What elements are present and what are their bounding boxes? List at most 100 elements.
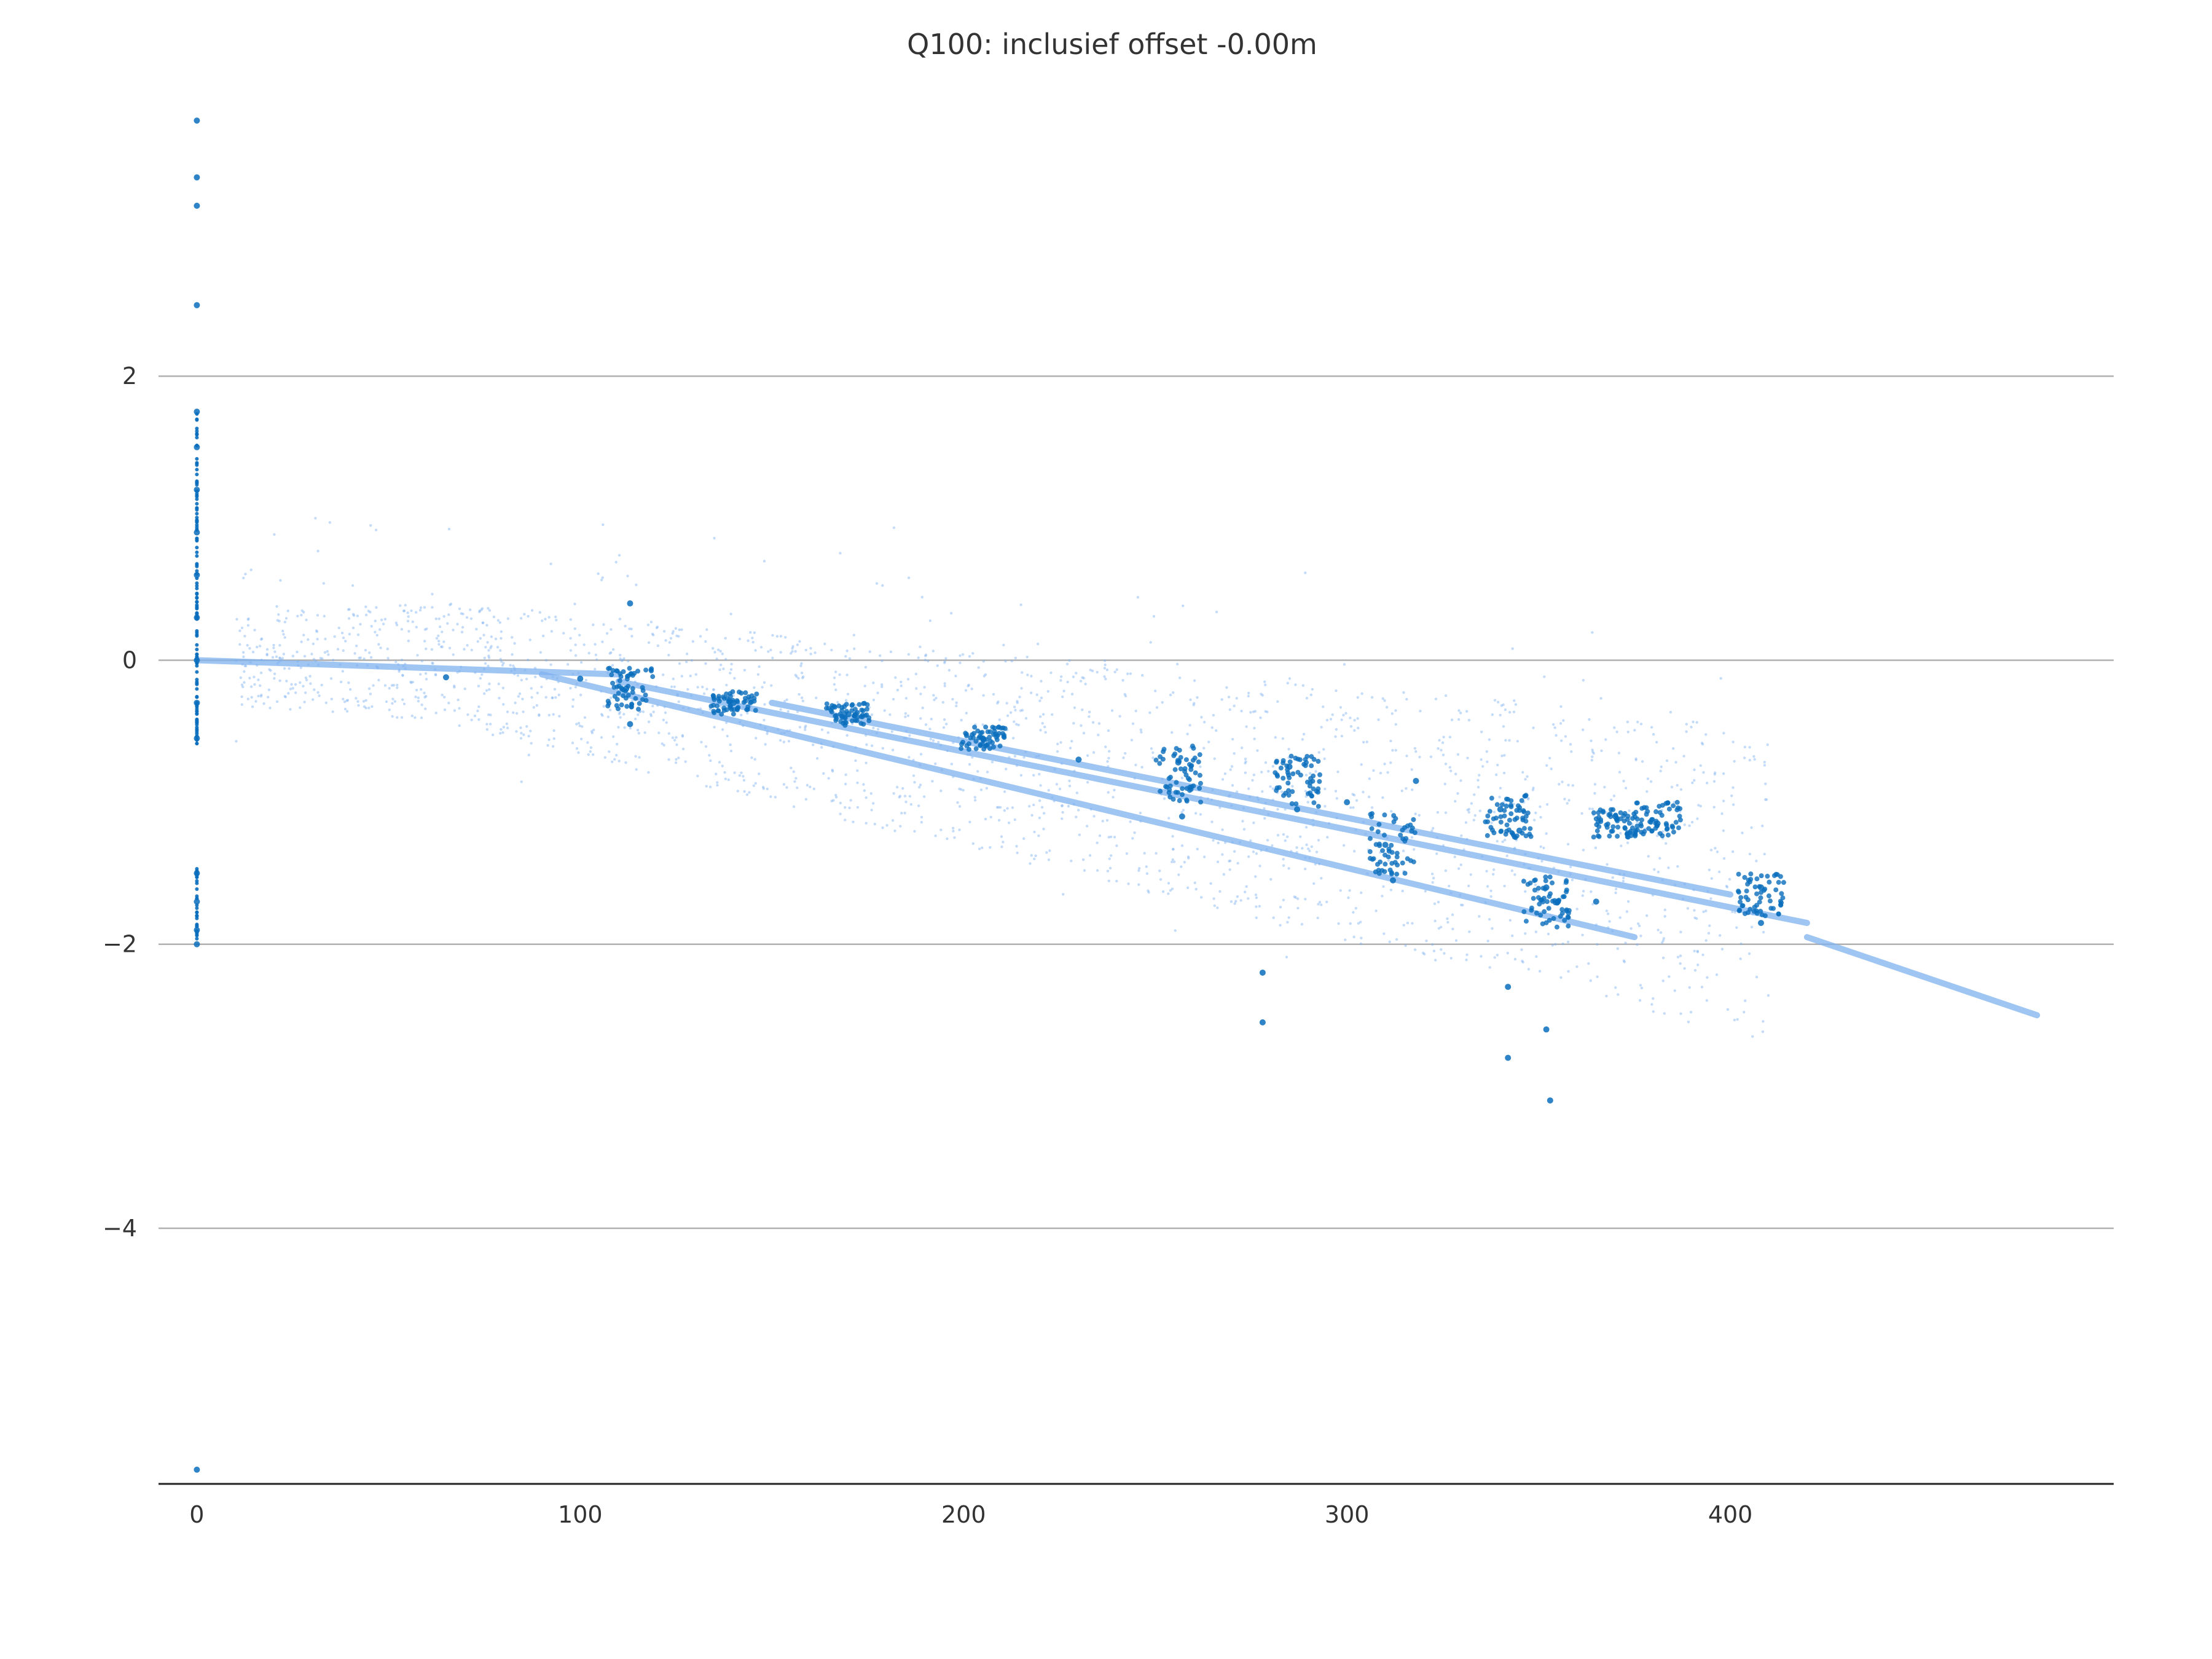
scatter-point: [1107, 791, 1110, 794]
scatter-point: [461, 626, 465, 629]
scatter-point: [883, 709, 886, 712]
scatter-point: [669, 637, 673, 640]
scatter-point: [1465, 958, 1468, 962]
scatter-point: [1233, 704, 1236, 707]
scatter-point: [830, 648, 833, 652]
scatter-point: [1765, 874, 1770, 879]
scatter-point: [971, 842, 975, 845]
scatter-point: [490, 635, 493, 638]
scatter-point: [1490, 821, 1493, 825]
scatter-point: [1307, 783, 1312, 789]
scatter-point: [1622, 959, 1626, 962]
scatter-point: [1040, 806, 1044, 809]
scatter-point: [1389, 888, 1393, 892]
scatter-point: [1259, 1019, 1266, 1026]
scatter-point: [912, 774, 916, 777]
scatter-point: [1180, 865, 1183, 868]
scatter-point: [1567, 783, 1570, 786]
scatter-point: [720, 694, 726, 700]
trend-band: [769, 699, 1734, 898]
scatter-point: [1658, 857, 1661, 860]
scatter-point: [512, 711, 515, 714]
scatter-point: [1625, 910, 1629, 913]
scatter-point: [865, 743, 868, 747]
scatter-point: [1086, 780, 1089, 784]
scatter-point: [850, 702, 855, 707]
scatter-point: [1781, 880, 1786, 885]
scatter-point: [1155, 852, 1158, 855]
scatter-point: [195, 606, 199, 610]
x-tick-label: 400: [1708, 1501, 1753, 1528]
scatter-point: [636, 729, 640, 732]
scatter-point: [796, 643, 799, 646]
scatter-point: [1356, 696, 1359, 699]
scatter-point: [195, 615, 199, 619]
scatter-point: [1466, 756, 1469, 759]
scatter-point: [909, 803, 913, 806]
scatter-point: [667, 653, 670, 657]
scatter-point: [1498, 814, 1504, 820]
scatter-point: [1671, 803, 1676, 809]
scatter-point: [1294, 806, 1301, 813]
scatter-point: [1748, 745, 1751, 749]
scatter-point: [424, 672, 428, 675]
scatter-point: [1693, 768, 1696, 772]
scatter-point: [1619, 832, 1622, 835]
scatter-point: [519, 737, 523, 740]
scatter-point: [1344, 712, 1347, 715]
scatter-point: [195, 519, 199, 523]
scatter-point: [1299, 835, 1302, 838]
scatter-point: [1274, 735, 1277, 739]
scatter-point: [1617, 993, 1620, 996]
scatter-point: [872, 698, 876, 702]
scatter-point: [1038, 816, 1041, 820]
scatter-point: [410, 681, 413, 684]
scatter-point: [796, 786, 799, 790]
scatter-point: [1515, 803, 1521, 809]
scatter-point: [1700, 742, 1704, 745]
scatter-point: [1113, 670, 1116, 673]
scatter-point: [446, 622, 449, 625]
scatter-point: [1394, 748, 1397, 752]
scatter-point: [460, 630, 464, 633]
scatter-point: [597, 572, 600, 575]
scatter-point: [619, 702, 624, 708]
scatter-point: [1389, 871, 1394, 877]
scatter-point: [671, 632, 674, 635]
scatter-point: [1382, 833, 1387, 838]
scatter-point: [791, 645, 794, 648]
scatter-point: [1253, 737, 1256, 740]
scatter-point: [630, 635, 633, 638]
scatter-point: [388, 686, 391, 690]
scatter-point: [736, 790, 740, 793]
scatter-point: [1245, 725, 1248, 728]
scatter-point: [789, 652, 793, 655]
scatter-point: [1367, 856, 1373, 861]
scatter-point: [1722, 732, 1725, 735]
scatter-point: [724, 691, 729, 697]
scatter-point: [1136, 595, 1140, 599]
scatter-point: [498, 621, 501, 624]
scatter-point: [1696, 951, 1700, 954]
scatter-point: [1390, 810, 1393, 813]
scatter-point: [357, 704, 360, 707]
scatter-point: [721, 705, 727, 711]
scatter-point: [1767, 879, 1772, 885]
scatter-point: [458, 724, 461, 728]
scatter-point: [452, 629, 455, 632]
scatter-point: [1209, 882, 1212, 885]
scatter-point: [1295, 756, 1301, 762]
scatter-point: [627, 665, 632, 671]
scatter-point: [637, 732, 640, 735]
scatter-point: [1766, 743, 1769, 747]
scatter-point: [1322, 748, 1325, 751]
scatter-point: [1271, 844, 1274, 847]
scatter-point: [815, 757, 819, 760]
scatter-point: [1510, 934, 1514, 938]
scatter-point: [195, 633, 199, 637]
scatter-point: [674, 761, 678, 764]
scatter-point: [1235, 790, 1239, 793]
scatter-point: [1699, 764, 1702, 767]
scatter-point: [1768, 906, 1774, 911]
scatter-point: [620, 659, 624, 662]
